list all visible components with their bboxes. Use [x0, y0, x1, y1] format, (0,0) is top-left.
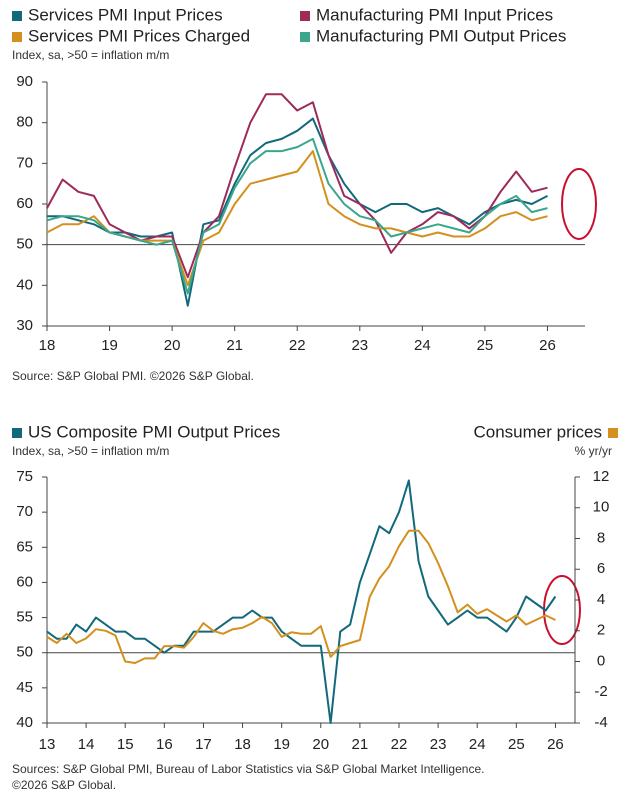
y2-axis-label: % yr/yr [575, 444, 612, 458]
x-tick-label: 24 [469, 736, 486, 753]
x-tick-label: 13 [39, 736, 56, 753]
legend-label: Consumer prices [474, 422, 603, 441]
x-tick-label: 23 [351, 337, 368, 354]
y2-tick-label: 6 [597, 560, 605, 577]
x-tick-label: 25 [508, 736, 525, 753]
legend-swatch [12, 11, 22, 21]
legend-label: Services PMI Input Prices [28, 5, 223, 24]
x-tick-label: 20 [312, 736, 329, 753]
x-tick-label: 17 [195, 736, 212, 753]
series-line [46, 137, 548, 295]
legend-swatch [300, 32, 310, 42]
legend-swatch [608, 428, 618, 438]
y2-tick-label: 8 [597, 529, 605, 546]
source-note: Sources: S&P Global PMI, Bureau of Labor… [12, 762, 484, 776]
y-tick-label: 40 [16, 714, 33, 731]
y-tick-label: 90 [16, 73, 33, 90]
y2-tick-label: 4 [597, 591, 605, 608]
y-tick-label: 45 [16, 679, 33, 696]
y-tick-label: 65 [16, 538, 33, 555]
y2-tick-label: 12 [593, 468, 610, 485]
y-tick-label: 75 [16, 468, 33, 485]
legend-label: Manufacturing PMI Input Prices [316, 5, 553, 24]
y-tick-label: 50 [16, 236, 33, 253]
x-tick-label: 16 [156, 736, 173, 753]
x-tick-label: 24 [414, 337, 431, 354]
highlight-ellipse [561, 168, 597, 240]
y-tick-label: 55 [16, 609, 33, 626]
y-tick-label: 70 [16, 154, 33, 171]
series-line [46, 150, 548, 287]
legend-swatch [300, 11, 310, 21]
legend-label: US Composite PMI Output Prices [28, 422, 280, 441]
x-tick-label: 22 [391, 736, 408, 753]
x-tick-label: 21 [226, 337, 243, 354]
y-tick-label: 30 [16, 317, 33, 334]
series-line [46, 93, 548, 279]
y-tick-label: 80 [16, 114, 33, 131]
y2-tick-label: 0 [597, 652, 605, 669]
legend-label: Manufacturing PMI Output Prices [316, 26, 566, 45]
y-tick-label: 70 [16, 503, 33, 520]
source-note: Source: S&P Global PMI. ©2026 S&P Global… [12, 369, 254, 383]
x-tick-label: 14 [78, 736, 95, 753]
x-tick-label: 21 [352, 736, 369, 753]
y2-tick-label: 2 [597, 622, 605, 639]
series-line [47, 117, 548, 307]
x-tick-label: 22 [289, 337, 306, 354]
chart-subtitle: Index, sa, >50 = inflation m/m [12, 48, 169, 62]
series-line [46, 529, 556, 664]
series-line [46, 479, 557, 724]
x-tick-label: 15 [117, 736, 134, 753]
x-tick-label: 25 [477, 337, 494, 354]
y2-tick-label: -4 [594, 714, 607, 731]
x-tick-label: 26 [539, 337, 556, 354]
x-tick-label: 26 [547, 736, 564, 753]
x-tick-label: 23 [430, 736, 447, 753]
y-tick-label: 60 [16, 195, 33, 212]
x-tick-label: 19 [101, 337, 118, 354]
legend-label: Services PMI Prices Charged [28, 26, 250, 45]
legend-swatch [12, 32, 22, 42]
x-tick-label: 19 [273, 736, 290, 753]
source-note: ©2026 S&P Global. [12, 778, 116, 792]
x-tick-label: 18 [39, 337, 56, 354]
x-tick-label: 18 [234, 736, 251, 753]
chart-subtitle: Index, sa, >50 = inflation m/m [12, 444, 169, 458]
legend-swatch [12, 428, 22, 438]
y-tick-label: 50 [16, 644, 33, 661]
y-tick-label: 40 [16, 276, 33, 293]
y-tick-label: 60 [16, 573, 33, 590]
y2-tick-label: -2 [594, 683, 607, 700]
x-tick-label: 20 [164, 337, 181, 354]
y2-tick-label: 10 [593, 499, 610, 516]
